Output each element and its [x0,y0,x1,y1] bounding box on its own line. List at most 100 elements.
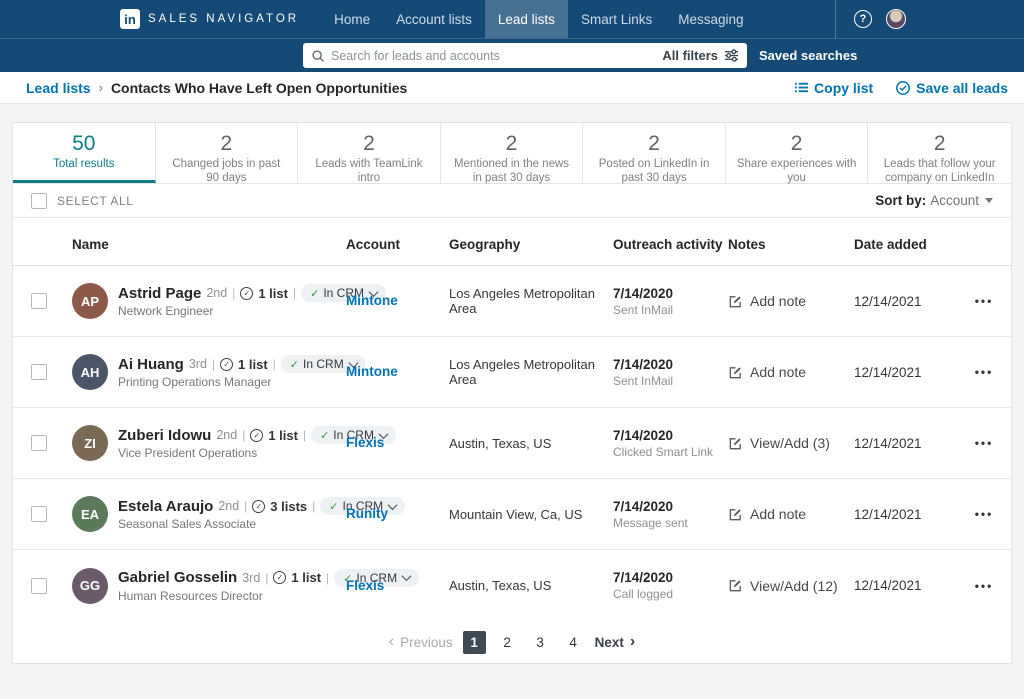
crm-status-pill[interactable]: In CRM [320,497,406,515]
help-icon[interactable] [854,10,872,28]
crm-status-pill[interactable]: In CRM [301,284,386,302]
list-check-icon [273,571,287,584]
copy-list-button[interactable]: Copy list [794,80,873,96]
column-header: Notes [728,237,766,252]
overflow-menu-icon[interactable] [975,294,994,308]
lists-count-link[interactable]: 1 list [238,356,268,372]
lead-avatar[interactable]: EA [72,496,108,532]
nav-item[interactable]: Smart Links [580,11,653,27]
notes-button[interactable]: View/Add (12) [728,578,854,594]
account-link[interactable]: Mintone [346,293,398,308]
account-cell: Flexis [346,577,449,595]
crm-status-pill[interactable]: In CRM [334,568,420,587]
lead-avatar[interactable]: GG [72,567,108,604]
select-all-checkbox[interactable] [31,192,47,209]
copy-list-label: Copy list [814,79,874,96]
stats-tab[interactable]: 50 Total results [13,123,156,183]
account-link[interactable]: Runity [346,506,388,521]
all-filters-button[interactable]: All filters [662,48,739,63]
crm-status-pill[interactable]: In CRM [311,426,396,444]
column-header: Account [346,237,400,252]
connection-degree: 2nd [218,499,240,513]
lead-name-link[interactable]: Ai Huang [118,355,184,373]
lists-count-link[interactable]: 1 list [258,285,288,301]
account-link[interactable]: Mintone [346,364,398,379]
sort-dropdown[interactable]: Sort by: Account [875,193,993,208]
stats-tab[interactable]: 2 Leads with TeamLink intro [298,123,441,184]
lead-name-link[interactable]: Astrid Page [118,284,202,302]
next-label: Next [594,634,624,650]
lead-name-link[interactable]: Estela Araujo [118,497,214,515]
separator: | [302,428,307,442]
overflow-menu-icon[interactable] [975,365,994,379]
overflow-menu-icon[interactable] [975,579,994,593]
search-icon [312,49,324,62]
pagination: Previous 1 2 3 4 Next [13,621,1011,663]
account-link[interactable]: Flexis [346,577,385,593]
page-number-button[interactable]: 3 [536,634,544,650]
row-checkbox[interactable] [31,293,47,309]
row-checkbox[interactable] [31,577,47,594]
nav-item[interactable]: Account lists [396,11,472,27]
page-title: Contacts Who Have Left Open Opportunitie… [110,79,408,96]
lead-avatar[interactable]: AP [72,283,108,319]
notes-button[interactable]: Add note [728,506,854,522]
nav-item[interactable]: Lead lists [484,0,568,38]
separator: | [312,499,316,513]
notes-button[interactable]: Add note [728,293,854,309]
separator: | [265,570,269,585]
page-number-button[interactable]: 4 [569,634,577,650]
previous-page-button[interactable]: Previous [389,633,453,651]
user-avatar[interactable] [886,9,906,29]
notes-label: View/Add (12) [750,577,838,594]
lead-job-title: Network Engineer [118,304,214,318]
lead-name-link[interactable]: Gabriel Gosselin [118,569,238,586]
lead-job-title: Printing Operations Manager [118,375,272,389]
connection-degree: 2nd [216,428,238,442]
row-checkbox[interactable] [31,364,47,380]
lists-count-link[interactable]: 3 lists [270,498,308,514]
select-all-label: SELECT ALL [57,193,134,208]
lead-avatar[interactable]: AH [72,354,108,390]
overflow-menu-icon[interactable] [975,436,994,450]
crm-status-pill[interactable]: In CRM [280,355,366,373]
lists-count-link[interactable]: 1 list [268,427,298,443]
lead-name-link[interactable]: Zuberi Idowu [118,426,212,444]
row-checkbox[interactable] [31,506,47,522]
lists-count-link[interactable]: 1 list [291,570,322,585]
row-checkbox[interactable] [31,435,47,451]
lead-job-title: Vice President Operations [118,446,258,460]
stats-tab-value: 2 [790,132,803,155]
stats-tabbar: 50 Total results 2 Changed jobs in past … [13,123,1011,184]
outreach-activity: Call logged [613,587,674,601]
account-link[interactable]: Flexis [346,435,385,450]
stats-tab[interactable]: 2 Mentioned in the news in past 30 days [441,123,584,184]
page-number-button[interactable]: 2 [503,634,511,650]
previous-label: Previous [400,634,453,650]
stats-tab[interactable]: 2 Share experiences with you [726,123,869,184]
stats-tab[interactable]: 2 Leads that follow your company on Link… [868,123,1011,184]
nav-item[interactable]: Messaging [678,11,744,27]
stats-tab[interactable]: 2 Posted on LinkedIn in past 30 days [583,123,726,184]
linkedin-logo-icon: in [120,9,140,29]
nav-item[interactable]: Home [334,11,371,27]
next-page-button[interactable]: Next [595,633,636,651]
search-input[interactable] [331,48,663,63]
saved-searches-button[interactable]: Saved searches [759,48,858,63]
check-icon [320,428,329,442]
stats-tab[interactable]: 2 Changed jobs in past 90 days [156,123,299,184]
geography-cell: Mountain View, Ca, US [449,506,583,522]
list-check-icon [220,357,234,371]
notes-button[interactable]: View/Add (3) [728,435,854,451]
breadcrumb-lead-lists-link[interactable]: Lead lists [26,79,91,96]
overflow-menu-icon[interactable] [975,507,994,521]
row-menu-cell [957,363,1011,381]
save-all-leads-button[interactable]: Save all leads [895,80,1008,96]
lead-avatar[interactable]: ZI [72,425,108,461]
edit-note-icon [729,580,741,592]
main-nav: Home Account lists Lead lists Smart Link… [321,0,756,38]
date-added-cell: 12/14/2021 [854,435,922,451]
notes-button[interactable]: Add note [728,364,854,380]
page-number-button[interactable]: 1 [462,630,486,654]
brand[interactable]: in SALES NAVIGATOR [120,0,299,38]
